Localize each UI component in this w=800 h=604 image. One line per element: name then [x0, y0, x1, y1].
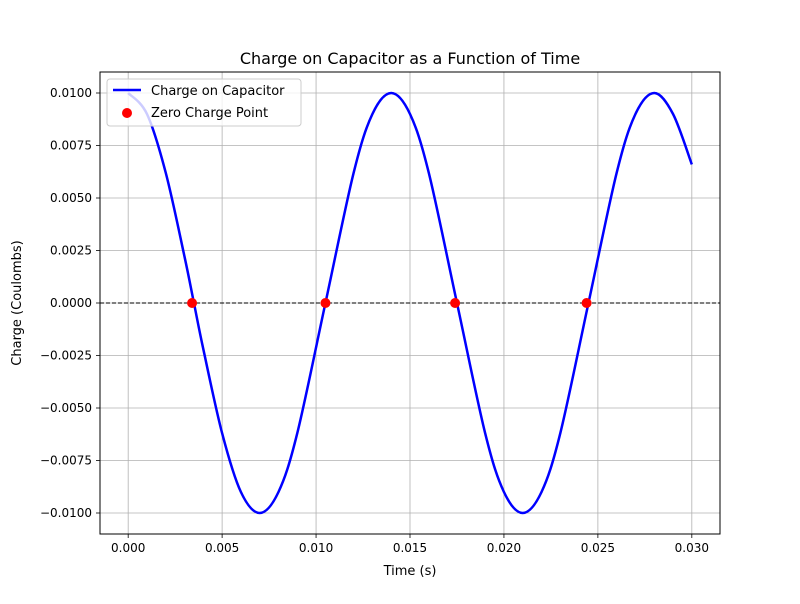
- y-tick-label: 0.0000: [50, 296, 92, 310]
- chart-title: Charge on Capacitor as a Function of Tim…: [240, 49, 580, 68]
- y-tick-label: −0.0050: [40, 401, 92, 415]
- x-tick-label: 0.020: [487, 541, 521, 555]
- legend-label-zero-points: Zero Charge Point: [151, 106, 268, 121]
- x-tick-label: 0.005: [205, 541, 239, 555]
- x-tick-label: 0.010: [299, 541, 333, 555]
- y-tick-label: 0.0025: [50, 244, 92, 258]
- x-tick-label: 0.025: [581, 541, 615, 555]
- x-axis-ticks: 0.000 0.005 0.010 0.015 0.020 0.025 0.030: [111, 534, 709, 555]
- y-axis-ticks: 0.0100 0.0075 0.0050 0.0025 0.0000 −0.0025 −0.…: [40, 86, 100, 520]
- y-tick-label: −0.0100: [40, 506, 92, 520]
- legend: Charge on Capacitor Zero Charge Point: [106, 78, 302, 127]
- zero-charge-point: [320, 298, 331, 308]
- y-axis-label: Charge (Coulombs): [10, 240, 25, 365]
- legend-label-charge: Charge on Capacitor: [151, 84, 285, 99]
- zero-charge-point: [187, 298, 198, 308]
- legend-box: [106, 78, 302, 127]
- charge-curve: [127, 91, 693, 515]
- legend-marker-swatch: [122, 108, 132, 118]
- y-tick-label: −0.0025: [40, 349, 92, 363]
- y-tick-label: 0.0050: [50, 191, 92, 205]
- y-tick-label: −0.0075: [40, 454, 92, 468]
- y-tick-label: 0.0075: [50, 139, 92, 153]
- x-tick-label: 0.000: [111, 541, 145, 555]
- x-axis-label: Time (s): [383, 564, 437, 579]
- series-layer: [127, 91, 693, 515]
- zero-charge-point: [450, 298, 461, 308]
- y-tick-label: 0.0100: [50, 86, 92, 100]
- zero-charge-point: [581, 298, 592, 308]
- x-tick-label: 0.030: [675, 541, 709, 555]
- x-tick-label: 0.015: [393, 541, 427, 555]
